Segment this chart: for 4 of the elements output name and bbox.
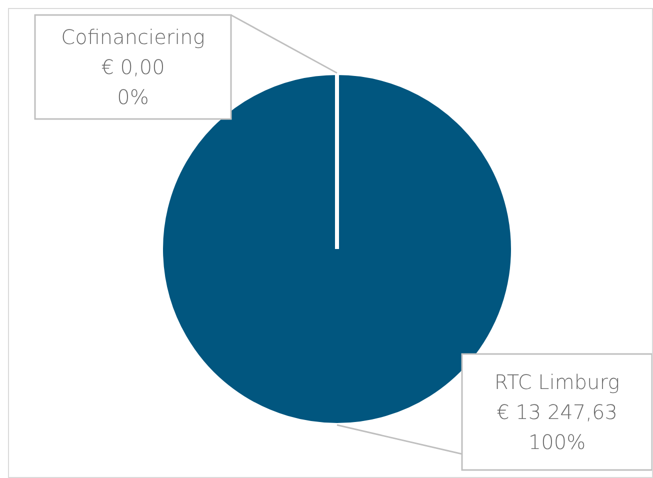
- category-label: Cofinanciering: [61, 25, 205, 49]
- slice-label: RTC Limburg: [494, 370, 620, 394]
- data-label: € 13 247,63 100%: [496, 400, 618, 454]
- text: € 0,00 0%: [101, 55, 165, 109]
